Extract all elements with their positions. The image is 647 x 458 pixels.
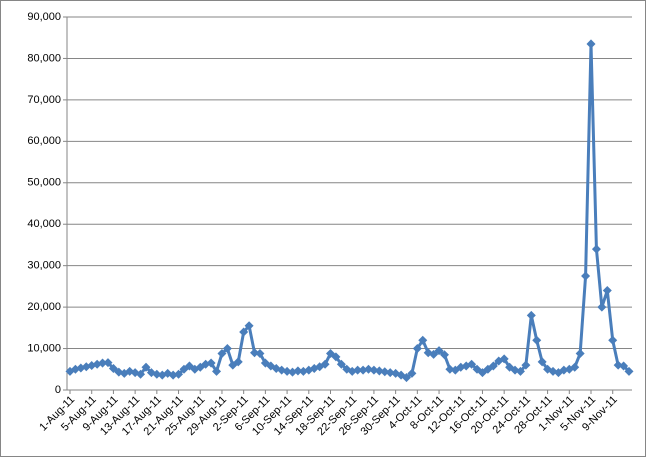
data-marker: [136, 369, 146, 379]
data-marker: [336, 359, 346, 369]
data-marker: [320, 359, 330, 369]
data-marker: [515, 366, 525, 376]
data-marker: [429, 349, 439, 359]
data-marker: [624, 366, 634, 376]
data-marker: [206, 358, 216, 368]
y-tick-label: 40,000: [27, 218, 61, 230]
data-marker: [363, 364, 374, 374]
data-marker: [619, 361, 629, 371]
y-tick-label: 30,000: [27, 260, 61, 272]
data-marker: [239, 327, 249, 337]
data-marker: [174, 369, 184, 379]
data-marker: [472, 364, 482, 374]
data-marker: [152, 369, 162, 379]
data-marker: [586, 39, 596, 49]
data-marker: [412, 344, 422, 354]
data-marker: [114, 367, 124, 377]
data-marker: [483, 364, 493, 374]
data-marker: [608, 335, 618, 345]
data-marker: [532, 335, 542, 345]
data-marker: [591, 244, 601, 254]
y-tick-label: 20,000: [27, 301, 61, 313]
data-marker: [380, 367, 390, 377]
y-tick-label: 0: [55, 384, 61, 396]
data-marker: [325, 349, 336, 359]
data-marker: [407, 368, 417, 378]
data-marker: [597, 302, 607, 312]
data-marker: [401, 373, 411, 383]
data-marker: [570, 362, 580, 372]
data-marker: [282, 366, 292, 376]
data-marker: [277, 365, 287, 375]
data-marker: [369, 365, 379, 375]
data-marker: [450, 365, 460, 375]
data-marker: [244, 321, 254, 331]
data-marker: [374, 366, 384, 376]
data-marker: [488, 361, 498, 371]
data-marker: [499, 354, 509, 364]
data-marker: [255, 349, 265, 359]
data-marker: [439, 350, 449, 360]
data-marker: [543, 364, 553, 374]
data-marker: [103, 358, 113, 368]
y-tick-label: 80,000: [27, 52, 61, 64]
data-marker: [108, 363, 118, 373]
data-marker: [575, 349, 585, 359]
data-marker: [581, 271, 591, 281]
data-marker: [602, 286, 612, 296]
data-marker: [222, 344, 232, 354]
data-marker: [510, 365, 520, 375]
data-marker: [418, 335, 428, 345]
data-marker: [271, 363, 281, 373]
y-tick-label: 10,000: [27, 342, 61, 354]
data-marker: [613, 360, 623, 370]
y-tick-label: 70,000: [27, 94, 61, 106]
data-marker: [141, 362, 151, 372]
data-marker: [195, 362, 205, 372]
data-marker: [505, 362, 515, 372]
data-marker: [526, 310, 536, 320]
data-marker: [521, 360, 531, 370]
data-marker: [445, 364, 455, 374]
data-marker: [293, 366, 303, 376]
data-marker: [233, 357, 243, 367]
data-marker: [467, 359, 477, 369]
data-marker: [537, 357, 547, 367]
data-marker: [385, 368, 395, 378]
y-tick-label: 60,000: [27, 135, 61, 147]
data-marker: [184, 361, 194, 371]
y-tick-label: 90,000: [27, 11, 61, 23]
data-marker: [331, 352, 341, 362]
data-marker: [217, 349, 227, 359]
data-marker: [260, 358, 270, 368]
data-marker: [212, 366, 222, 376]
data-marker: [228, 360, 238, 370]
data-marker: [434, 346, 444, 356]
data-marker: [477, 368, 487, 378]
y-tick-label: 50,000: [27, 177, 61, 189]
data-marker: [250, 348, 260, 358]
data-marker: [179, 364, 189, 374]
